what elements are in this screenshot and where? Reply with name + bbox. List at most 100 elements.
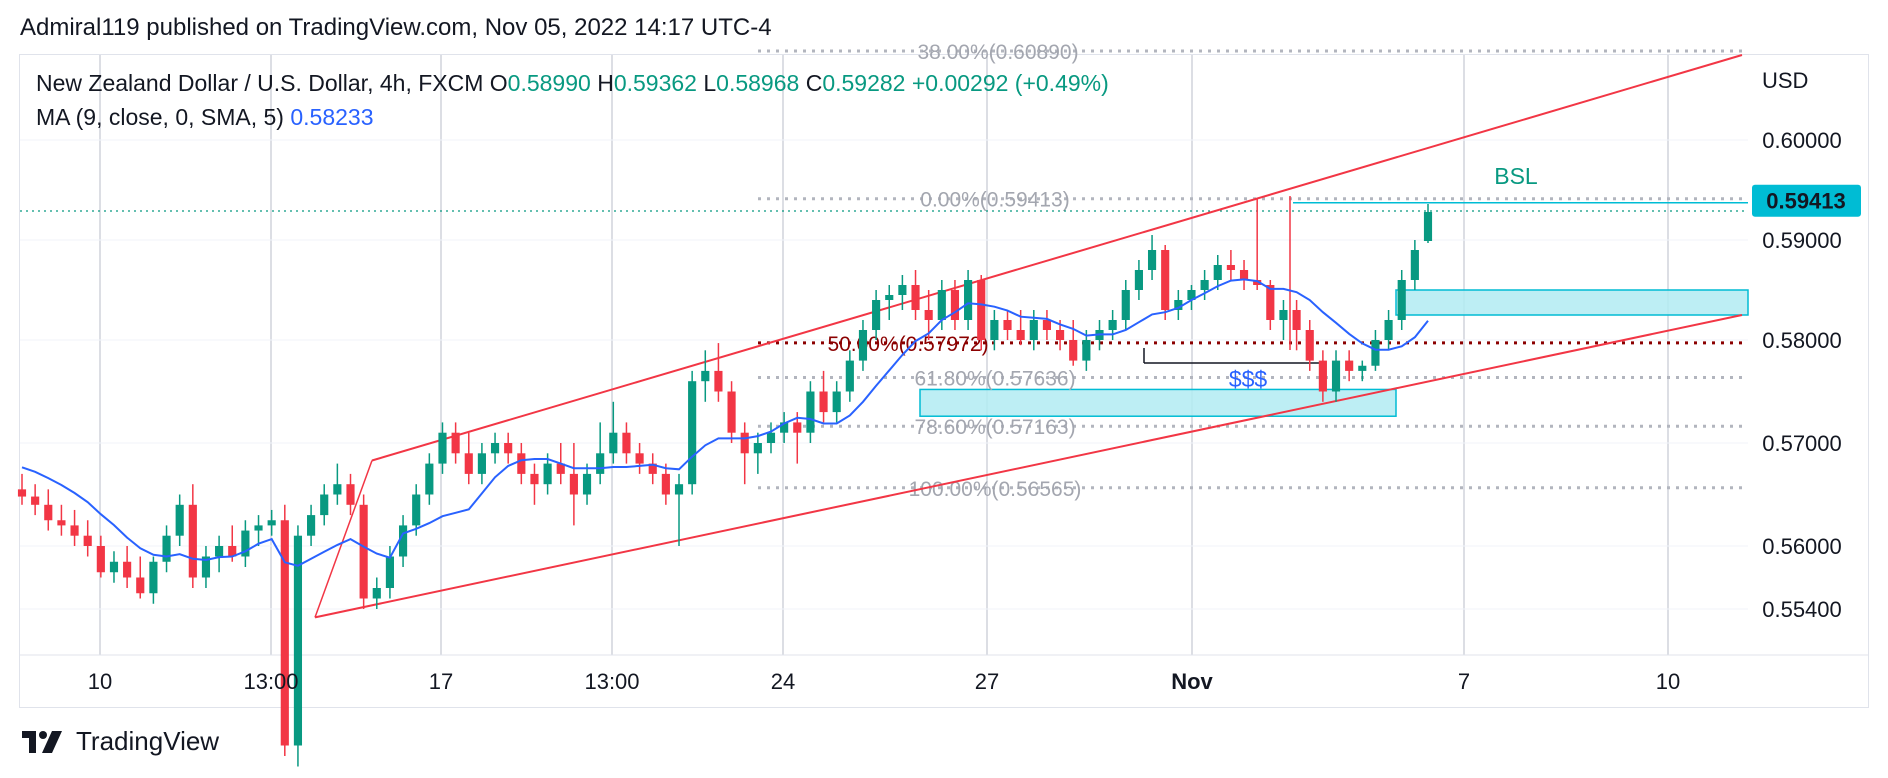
candle-body: [517, 453, 526, 474]
fib-level-label: 0.00%(0.59413): [920, 189, 1069, 212]
candle-body: [504, 443, 513, 454]
channel-lower-line: [314, 314, 1743, 619]
candle-body: [464, 453, 473, 474]
candle-body: [1292, 310, 1301, 330]
candle-body: [175, 504, 184, 536]
candle-body: [293, 535, 303, 746]
candle-body: [569, 473, 578, 495]
tradingview-logo-icon: [22, 730, 62, 753]
candle-body: [793, 422, 802, 433]
candle-body: [228, 546, 237, 557]
x-axis-tick-label: 7: [1458, 669, 1470, 694]
candle-body: [872, 300, 881, 330]
candle-body: [753, 443, 762, 454]
candle-body: [1331, 360, 1341, 392]
candle-body: [701, 370, 710, 382]
candle-body: [1226, 265, 1235, 270]
candle-body: [911, 285, 920, 310]
low-value: 0.58968: [716, 70, 800, 96]
candle-body: [714, 370, 723, 392]
channel-upper-line: [371, 54, 1743, 462]
candle-body: [990, 320, 999, 340]
x-axis-tick-label: 10: [1656, 669, 1680, 694]
x-axis-tick-label: 17: [429, 669, 453, 694]
candle-body: [556, 463, 565, 474]
fib-level-label: 61.80%(0.57636): [914, 367, 1075, 390]
open-value: 0.58990: [507, 70, 591, 96]
candle-body: [1345, 360, 1354, 371]
close-value: 0.59282: [822, 70, 906, 96]
candle-body: [1134, 270, 1143, 290]
candle-body: [438, 432, 447, 464]
candle-body: [845, 360, 854, 392]
published-line: Admiral119 published on TradingView.com,…: [20, 14, 772, 41]
candle-body: [31, 496, 40, 505]
open-label: O: [489, 70, 508, 96]
candle-body: [490, 443, 500, 454]
candle-body: [1029, 320, 1038, 340]
candle-body: [780, 422, 789, 433]
candle-body: [609, 432, 618, 454]
candle-body: [740, 432, 749, 454]
candle-body: [1016, 330, 1025, 340]
footer-brand[interactable]: TradingView: [20, 726, 219, 757]
candle-body: [661, 473, 670, 495]
candle-body: [1279, 310, 1288, 320]
candle-body: [201, 556, 211, 578]
candle-body: [858, 330, 868, 361]
last-price-badge: [1752, 184, 1861, 217]
candle-body: [727, 391, 736, 433]
candle-body: [766, 432, 776, 443]
candle-body: [964, 280, 973, 320]
candle-body: [254, 525, 263, 531]
fib-level-label: 50.00%(0.57972): [827, 333, 988, 356]
candle-body: [1410, 250, 1419, 280]
candle-body: [1161, 250, 1170, 310]
x-axis-tick-label: 13:00: [243, 669, 298, 694]
candle-body: [1305, 330, 1314, 361]
candle-body: [950, 290, 960, 320]
high-value: 0.59362: [613, 70, 697, 96]
candle-body: [635, 453, 644, 464]
candle-body: [241, 530, 250, 557]
fib-level-label: 38.00%(0.60890): [917, 41, 1078, 64]
candle-body: [530, 473, 539, 485]
candle-body: [596, 453, 605, 474]
candle-body: [1384, 320, 1393, 340]
candle-body: [451, 432, 460, 454]
ma-label: MA (9, close, 0, SMA, 5): [36, 104, 284, 130]
candle-body: [832, 391, 841, 413]
candle-body: [162, 535, 171, 562]
candle-body: [477, 453, 486, 474]
y-axis-tick-label: 0.56000: [1762, 534, 1842, 559]
high-label: H: [597, 70, 614, 96]
brand-name: TradingView: [76, 726, 220, 756]
candle-body: [1358, 365, 1367, 371]
candle-body: [1266, 285, 1275, 320]
y-axis-tick-label: 0.57000: [1762, 431, 1842, 456]
candle-body: [70, 525, 79, 536]
candle-body: [425, 463, 434, 495]
candle-body: [109, 561, 119, 573]
candle-body: [885, 295, 894, 300]
x-axis-tick-label: 24: [771, 669, 795, 694]
x-axis-tick-label: 13:00: [584, 669, 639, 694]
candle-body: [898, 285, 907, 295]
candle-body: [1253, 280, 1262, 285]
x-axis-tick-label: 27: [975, 669, 999, 694]
channel-left-edge: [314, 460, 373, 618]
candle-body: [543, 463, 552, 485]
candle-body: [1174, 300, 1183, 310]
annotation-label: $$$: [1229, 366, 1268, 392]
symbol-label: New Zealand Dollar / U.S. Dollar, 4h, FX…: [36, 70, 484, 96]
candle-body: [372, 588, 381, 599]
candle-body: [674, 484, 684, 495]
candle-body: [307, 515, 316, 536]
fib-level-label: 78.60%(0.57163): [914, 416, 1075, 439]
candle-body: [648, 463, 657, 474]
candle-body: [924, 310, 933, 320]
candle-body: [1056, 330, 1065, 340]
candle-body: [688, 381, 697, 485]
candle-body: [937, 290, 946, 320]
